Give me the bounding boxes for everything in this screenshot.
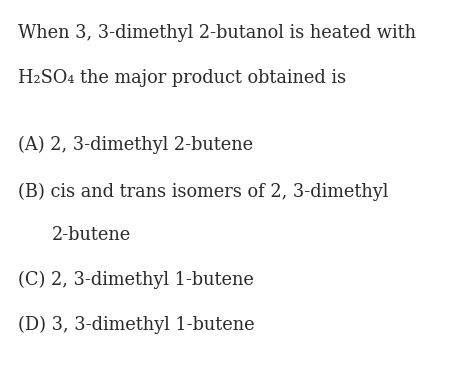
Text: 2-butene: 2-butene bbox=[52, 226, 131, 244]
Text: (C) 2, 3-dimethyl 1-butene: (C) 2, 3-dimethyl 1-butene bbox=[18, 271, 254, 289]
Text: When 3, 3-dimethyl 2-butanol is heated with: When 3, 3-dimethyl 2-butanol is heated w… bbox=[18, 24, 416, 42]
Text: (B) cis and trans isomers of 2, 3-dimethyl: (B) cis and trans isomers of 2, 3-dimeth… bbox=[18, 183, 388, 201]
Text: H₂SO₄ the major product obtained is: H₂SO₄ the major product obtained is bbox=[18, 69, 346, 87]
Text: (D) 3, 3-dimethyl 1-butene: (D) 3, 3-dimethyl 1-butene bbox=[18, 316, 255, 334]
Text: (A) 2, 3-dimethyl 2-butene: (A) 2, 3-dimethyl 2-butene bbox=[18, 136, 253, 154]
